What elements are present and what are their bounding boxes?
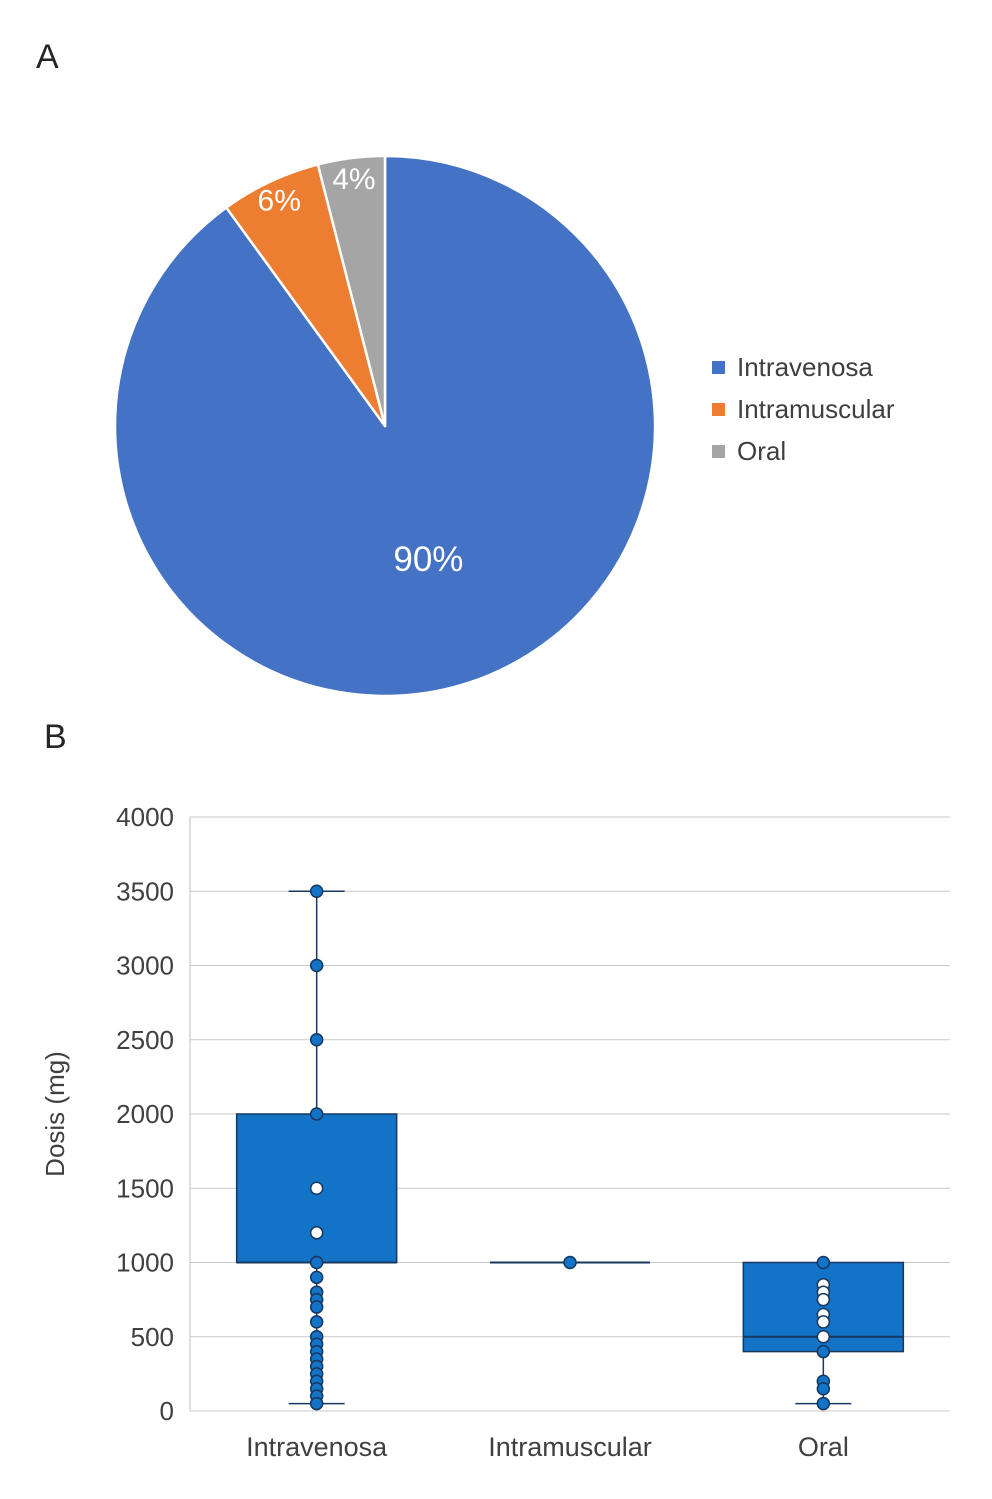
data-point <box>816 1255 831 1270</box>
y-tick-label: 4000 <box>116 802 174 832</box>
y-tick-label: 1500 <box>116 1173 174 1203</box>
pie-slice-oral <box>316 154 387 428</box>
y-tick-label: 3500 <box>116 876 174 906</box>
x-category-label: Intramuscular <box>488 1432 652 1462</box>
legend-label: Intravenosa <box>737 352 873 382</box>
legend-label: Oral <box>737 436 787 466</box>
data-point <box>309 1033 324 1047</box>
x-category-label: Intravenosa <box>246 1432 388 1462</box>
data-point <box>309 1181 324 1195</box>
y-tick-label: 500 <box>131 1322 174 1352</box>
data-point <box>816 1292 831 1307</box>
data-point <box>816 1344 831 1359</box>
legend-marker-intravenosa <box>712 361 725 374</box>
data-point <box>309 1315 324 1329</box>
y-tick-label: 2000 <box>116 1099 174 1129</box>
y-tick-label: 1000 <box>116 1248 174 1278</box>
data-point <box>309 958 324 973</box>
data-point <box>816 1396 831 1411</box>
boxplot-chart: Dosis (mg) 0 500 1000 1500 2000 2500 3000 3500 4… <box>40 802 950 1462</box>
data-point <box>816 1330 831 1344</box>
legend-item-intramuscular: Intramuscular <box>712 394 895 425</box>
pie-chart: 90% 6% 4% <box>113 154 657 698</box>
y-tick-label: 2500 <box>116 1025 174 1055</box>
legend-item-intravenosa: Intravenosa <box>712 352 895 383</box>
legend-label: Intramuscular <box>737 394 895 424</box>
data-point <box>563 1255 577 1270</box>
data-point <box>309 1255 324 1270</box>
data-point <box>816 1315 831 1329</box>
data-point <box>309 1396 324 1411</box>
legend-marker-intramuscular <box>712 403 725 416</box>
pie-data-label: 90% <box>393 540 463 579</box>
data-point <box>309 1300 324 1314</box>
data-point <box>309 1107 324 1121</box>
panel-b-label: B <box>44 718 67 756</box>
y-axis-title: Dosis (mg) <box>40 1051 70 1177</box>
data-point <box>309 1226 324 1240</box>
y-tick-label: 0 <box>160 1396 174 1426</box>
pie-data-label: 6% <box>258 185 301 218</box>
data-point <box>309 884 324 898</box>
data-point <box>816 1381 831 1396</box>
y-tick-label: 3000 <box>116 951 174 981</box>
pie-legend: Intravenosa Intramuscular Oral <box>712 352 895 467</box>
legend-marker-oral <box>712 445 725 458</box>
legend-item-oral: Oral <box>712 436 895 467</box>
panel-a-label: A <box>36 38 59 76</box>
pie-data-label: 4% <box>332 163 375 196</box>
data-point <box>309 1270 324 1285</box>
x-category-label: Oral <box>798 1432 849 1462</box>
